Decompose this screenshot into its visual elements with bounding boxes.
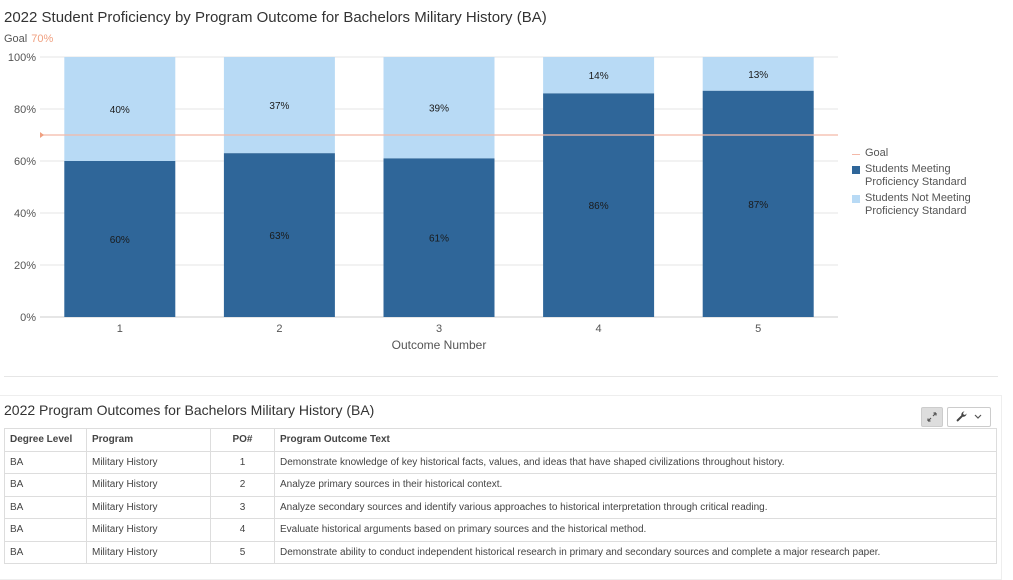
bar-not-meeting — [702, 57, 814, 91]
cell-outcome-text: Demonstrate knowledge of key historical … — [274, 450, 997, 474]
cell-po-number: 5 — [210, 540, 275, 564]
legend-swatch-not-meeting — [852, 195, 860, 203]
y-tick-label: 20% — [14, 260, 36, 272]
program-outcomes-panel: 2022 Program Outcomes for Bachelors Mili… — [0, 395, 1002, 580]
x-axis-label: Outcome Number — [392, 338, 487, 352]
cell-program: Military History — [86, 495, 211, 519]
cell-degree-level: BA — [4, 450, 87, 474]
data-label-meeting: 87% — [748, 200, 768, 211]
legend-label-goal: Goal — [865, 147, 889, 159]
cell-program: Military History — [86, 518, 211, 542]
legend-item-meeting[interactable]: Students Meeting Proficiency Standard — [852, 163, 995, 189]
y-tick-label: 40% — [14, 208, 36, 220]
data-label-meeting: 86% — [589, 201, 609, 212]
table-row[interactable]: BA Military History 2 Analyze primary sourc… — [4, 473, 997, 497]
table-row[interactable]: BA Military History 3 Analyze secondary sou… — [4, 495, 997, 519]
data-label-meeting: 60% — [110, 235, 130, 246]
chart-legend: Goal Students Meeting Proficiency Standa… — [852, 147, 995, 221]
cell-outcome-text: Demonstrate ability to conduct independe… — [274, 540, 997, 564]
x-tick-label: 4 — [596, 323, 602, 335]
y-tick-label: 0% — [20, 312, 36, 324]
bar-meeting — [223, 153, 335, 317]
expand-icon — [927, 412, 937, 422]
data-label-not-meeting: 13% — [748, 70, 768, 81]
outcomes-table: Degree Level Program PO# Program Outcome… — [4, 428, 997, 564]
table-title: 2022 Program Outcomes for Bachelors Mili… — [4, 402, 375, 418]
goal-indicator: Goal 70% — [4, 33, 53, 45]
cell-program: Military History — [86, 450, 211, 474]
chevron-down-icon — [974, 414, 982, 419]
cell-degree-level: BA — [4, 518, 87, 542]
bar-meeting — [64, 161, 176, 317]
x-tick-label: 3 — [436, 323, 442, 335]
cell-po-number: 4 — [210, 518, 275, 542]
table-row[interactable]: BA Military History 4 Evaluate historical a… — [4, 518, 997, 542]
y-tick-label: 80% — [14, 104, 36, 116]
wrench-icon — [956, 411, 967, 422]
bar-not-meeting — [64, 57, 176, 161]
data-label-meeting: 63% — [269, 231, 289, 242]
cell-degree-level: BA — [4, 473, 87, 497]
data-label-meeting: 61% — [429, 234, 449, 245]
y-tick-label: 60% — [14, 156, 36, 168]
cell-po-number: 2 — [210, 473, 275, 497]
settings-button[interactable] — [947, 407, 991, 427]
cell-degree-level: BA — [4, 540, 87, 564]
column-header-outcome-text[interactable]: Program Outcome Text — [274, 428, 997, 452]
goal-marker — [40, 132, 44, 138]
data-label-not-meeting: 40% — [110, 105, 130, 116]
legend-label-not-meeting: Students Not Meeting Proficiency Standar… — [865, 192, 971, 217]
section-divider — [4, 376, 998, 377]
goal-indicator-value: 70% — [31, 33, 54, 45]
y-tick-label: 100% — [8, 52, 36, 64]
cell-program: Military History — [86, 473, 211, 497]
legend-item-not-meeting[interactable]: Students Not Meeting Proficiency Standar… — [852, 192, 995, 218]
chart-title: 2022 Student Proficiency by Program Outc… — [4, 9, 547, 26]
legend-swatch-meeting — [852, 166, 860, 174]
table-row[interactable]: BA Military History 5 Demonstrate ability t… — [4, 540, 997, 564]
cell-po-number: 3 — [210, 495, 275, 519]
bar-not-meeting — [223, 57, 335, 154]
cell-outcome-text: Analyze secondary sources and identify v… — [274, 495, 997, 519]
data-label-not-meeting: 37% — [269, 101, 289, 112]
x-tick-label: 2 — [276, 323, 282, 335]
bar-not-meeting — [543, 57, 655, 94]
column-header-po-number[interactable]: PO# — [210, 428, 275, 452]
bar-meeting — [543, 93, 655, 318]
table-row[interactable]: BA Military History 1 Demonstrate knowledge… — [4, 450, 997, 474]
cell-degree-level: BA — [4, 495, 87, 519]
column-header-program[interactable]: Program — [86, 428, 211, 452]
goal-indicator-label: Goal — [4, 33, 28, 45]
x-tick-label: 1 — [117, 323, 123, 335]
table-toolbar — [921, 407, 991, 427]
cell-outcome-text: Evaluate historical arguments based on p… — [274, 518, 997, 542]
legend-swatch-goal — [852, 154, 860, 155]
bar-meeting — [383, 158, 495, 317]
column-header-degree-level[interactable]: Degree Level — [4, 428, 87, 452]
cell-outcome-text: Analyze primary sources in their histori… — [274, 473, 997, 497]
legend-item-goal[interactable]: Goal — [852, 147, 995, 160]
cell-program: Military History — [86, 540, 211, 564]
x-tick-label: 5 — [755, 323, 761, 335]
expand-button[interactable] — [921, 407, 943, 427]
data-label-not-meeting: 14% — [589, 71, 609, 82]
proficiency-chart: 0% 20% 40% 60% 80% 100% 60% 40% 1 63% 37% 2 61% 39% 3 8… — [8, 52, 838, 352]
legend-label-meeting: Students Meeting Proficiency Standard — [865, 163, 967, 188]
table-header-row: Degree Level Program PO# Program Outcome… — [4, 428, 997, 452]
bar-not-meeting — [383, 57, 495, 159]
cell-po-number: 1 — [210, 450, 275, 474]
data-label-not-meeting: 39% — [429, 104, 449, 115]
bar-meeting — [702, 90, 814, 317]
